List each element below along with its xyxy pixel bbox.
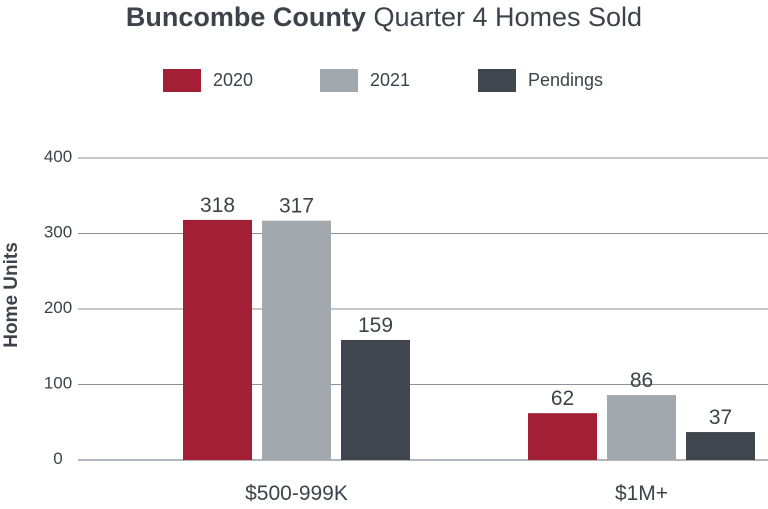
data-label-pendings-1: 37 — [709, 406, 732, 429]
data-label-2021-1: 86 — [630, 369, 653, 392]
chart-title-rest: Quarter 4 Homes Sold — [373, 2, 643, 32]
legend-item-2021: 2021 — [320, 66, 410, 94]
legend-swatch-2020 — [163, 68, 201, 92]
category-label-1: $1M+ — [615, 482, 668, 505]
y-tick-label-400: 400 — [44, 147, 72, 166]
y-tick-labels: 0 100 200 300 400 — [44, 147, 72, 468]
bars — [183, 219, 755, 460]
chart-title-bold: Buncombe County — [125, 2, 366, 32]
bar-pendings-1 — [686, 432, 755, 460]
bar-2021-1 — [607, 395, 676, 460]
bar-pendings-0 — [341, 339, 410, 460]
data-label-2021-0: 317 — [279, 195, 314, 218]
legend-swatch-2021 — [320, 68, 358, 92]
data-label-2020-0: 318 — [200, 194, 235, 217]
chart-legend: 2020 2021 Pendings — [0, 66, 768, 94]
legend-item-pendings: Pendings — [478, 66, 603, 94]
y-axis-label: Home Units — [1, 242, 22, 348]
data-label-2020-1: 62 — [551, 387, 574, 410]
bar-2020-0 — [183, 219, 252, 460]
legend-label-2020: 2020 — [213, 69, 254, 90]
data-labels: 318 317 159 62 86 37 — [200, 194, 732, 429]
y-tick-label-100: 100 — [44, 374, 72, 393]
category-labels: $500-999K $1M+ — [245, 482, 668, 505]
legend-label-pendings: Pendings — [528, 69, 604, 90]
y-tick-label-300: 300 — [44, 223, 72, 242]
bar-2021-0 — [262, 220, 331, 460]
category-label-0: $500-999K — [245, 482, 348, 505]
legend-swatch-pendings — [478, 68, 516, 92]
bar-2020-1 — [528, 413, 597, 460]
data-label-pendings-0: 159 — [358, 314, 393, 337]
y-tick-label-0: 0 — [53, 449, 62, 468]
legend-item-2020: 2020 — [163, 66, 253, 94]
y-tick-label-200: 200 — [44, 298, 72, 317]
chart-title: Buncombe County Quarter 4 Homes Sold — [0, 2, 768, 33]
legend-label-2021: 2021 — [370, 69, 411, 90]
